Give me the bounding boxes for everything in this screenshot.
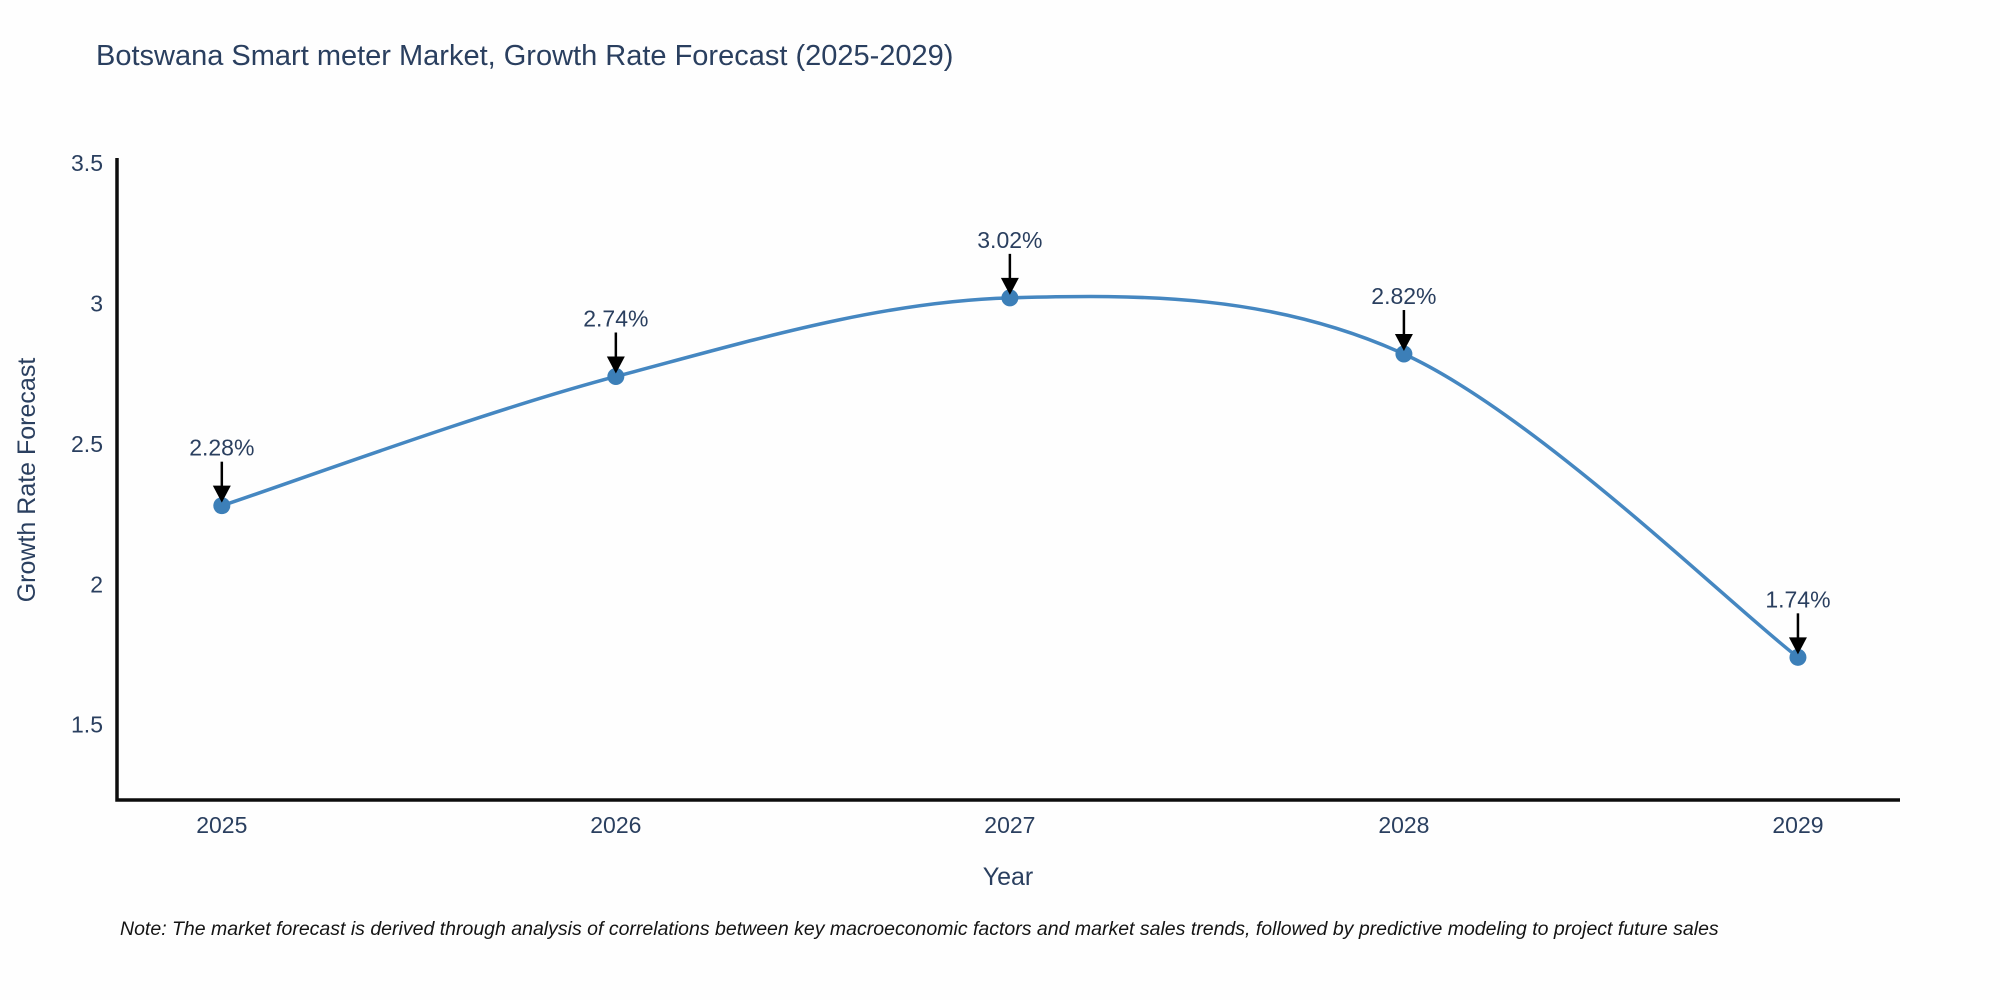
annotation-label-2026: 2.74% — [583, 305, 648, 331]
data-point-2025[interactable] — [213, 497, 231, 515]
data-point-2028[interactable] — [1395, 345, 1413, 363]
annotation-label-2025: 2.28% — [189, 435, 254, 461]
data-point-2026[interactable] — [607, 367, 625, 385]
annotation-arrow-head — [1000, 277, 1019, 295]
axis-spine — [115, 158, 1900, 802]
annotation-arrow-head — [1394, 334, 1413, 352]
x-tick-label: 2026 — [590, 812, 641, 838]
y-tick-label: 2 — [90, 571, 103, 597]
y-tick-label: 3 — [90, 290, 103, 316]
x-tick-label: 2028 — [1378, 812, 1429, 838]
y-tick-label: 3.5 — [71, 150, 103, 176]
annotation-label-2027: 3.02% — [977, 227, 1042, 253]
data-point-2027[interactable] — [1001, 289, 1019, 307]
annotation-label-2028: 2.82% — [1371, 283, 1436, 309]
chart-title: Botswana Smart meter Market, Growth Rate… — [96, 40, 954, 72]
data-point-2029[interactable] — [1789, 648, 1807, 666]
annotation-arrow-head — [212, 485, 231, 503]
x-tick-label: 2029 — [1772, 812, 1823, 838]
x-tick-label: 2025 — [196, 812, 247, 838]
growth-rate-series-line — [221, 294, 1800, 659]
annotation-arrow-head — [1788, 637, 1807, 655]
annotation-arrow-head — [606, 356, 625, 374]
annotation-label-2029: 1.74% — [1765, 586, 1830, 612]
footnote: Note: The market forecast is derived thr… — [120, 918, 1719, 940]
y-tick-label: 2.5 — [71, 431, 103, 457]
x-axis-title: Year — [982, 863, 1034, 891]
x-tick-label: 2027 — [984, 812, 1035, 838]
y-tick-label: 1.5 — [71, 712, 103, 738]
